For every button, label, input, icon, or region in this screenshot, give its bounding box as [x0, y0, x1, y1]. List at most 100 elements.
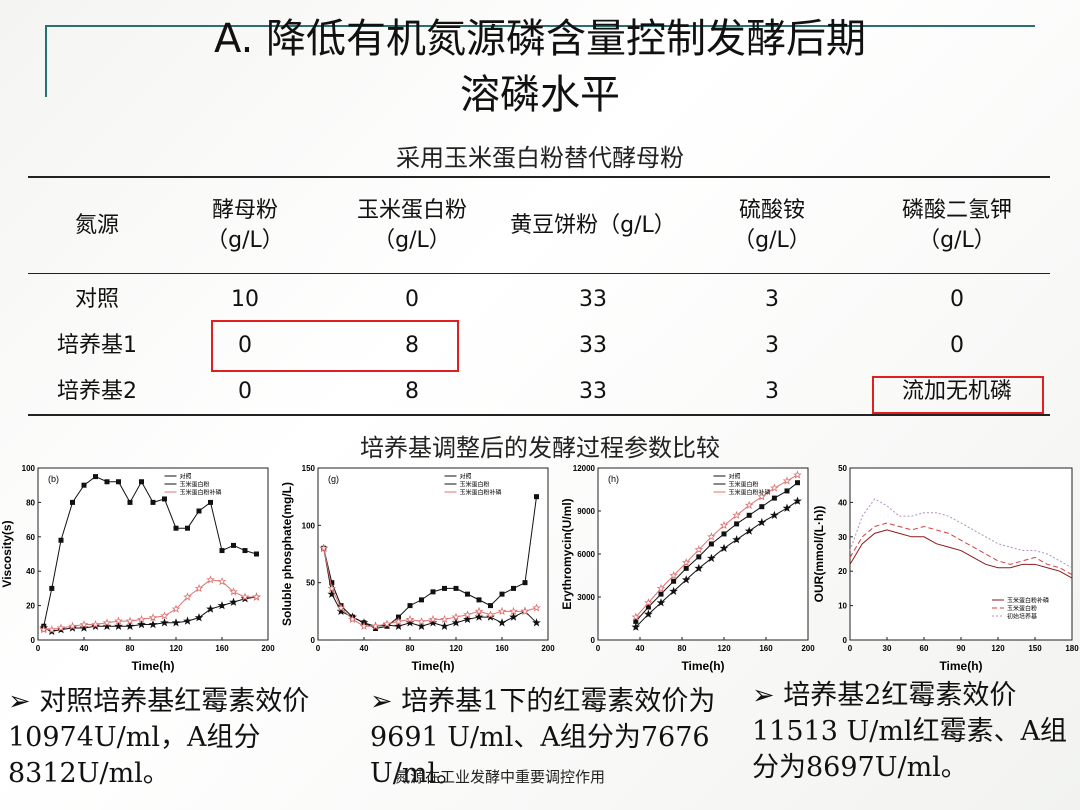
marker	[68, 621, 77, 630]
marker	[79, 623, 89, 632]
marker	[194, 583, 204, 593]
legend-label: 对照	[460, 473, 472, 481]
marker	[428, 618, 438, 627]
table-cell: 8	[405, 379, 419, 404]
marker	[171, 604, 181, 613]
marker	[694, 545, 704, 554]
marker	[509, 606, 518, 616]
marker	[520, 606, 530, 616]
table-cell: 10	[231, 287, 259, 312]
marker	[58, 537, 64, 543]
marker	[669, 586, 678, 595]
marker	[396, 614, 401, 620]
marker	[79, 619, 89, 629]
marker	[185, 525, 190, 531]
title: A. 降低有机氮源磷含量控制发酵后期	[213, 16, 867, 62]
marker	[104, 479, 110, 485]
marker	[497, 606, 507, 616]
x-axis-label: Time(h)	[131, 659, 174, 673]
x-tick-label: 120	[991, 644, 1005, 653]
marker	[644, 609, 653, 618]
bullet-text: 培养基2红霉素效价11513 U/ml红霉素、A组分为8697U/ml。	[752, 680, 1068, 783]
x-tick-label: 80	[678, 644, 687, 653]
marker	[757, 517, 767, 527]
marker	[671, 578, 677, 584]
table-cell: 8	[405, 333, 419, 358]
y-tick-label: 0	[843, 636, 848, 645]
marker	[721, 531, 727, 537]
table-cell: 流加无机磷	[901, 379, 1012, 404]
marker	[47, 625, 57, 634]
marker	[206, 575, 215, 584]
highlight-box	[872, 376, 1044, 414]
marker	[534, 494, 539, 500]
y-tick-label: 150	[302, 464, 316, 473]
x-tick-label: 0	[316, 644, 321, 653]
marker	[499, 591, 505, 597]
marker	[746, 512, 752, 518]
table-cell: 黄豆饼粉（g/L）	[510, 213, 676, 238]
marker	[319, 543, 329, 552]
marker	[633, 618, 639, 624]
legend-label: 玉米蛋白粉补磷	[729, 489, 771, 497]
marker	[476, 597, 482, 603]
marker	[442, 585, 447, 591]
marker	[707, 553, 716, 562]
table-cell: 玉米蛋白粉（g/L）	[356, 198, 467, 253]
marker	[734, 521, 740, 527]
marker	[744, 500, 754, 509]
marker	[532, 603, 541, 612]
marker	[440, 614, 449, 624]
marker	[114, 621, 123, 630]
table-cell: 磷酸二氢钾（g/L）	[901, 198, 1012, 253]
table-rule	[28, 176, 1050, 178]
marker	[645, 604, 651, 610]
marker	[229, 587, 238, 596]
marker	[150, 499, 156, 505]
x-tick-label: 200	[541, 644, 555, 653]
marker	[407, 603, 413, 609]
marker	[681, 575, 691, 584]
marker	[658, 591, 664, 597]
marker	[162, 496, 167, 502]
marker	[252, 592, 261, 601]
marker	[631, 612, 641, 621]
marker	[486, 612, 495, 621]
x-tick-label: 150	[1028, 644, 1042, 653]
marker	[430, 589, 436, 595]
marker	[793, 470, 802, 479]
table-cell: 3	[765, 287, 779, 312]
marker	[708, 541, 714, 547]
series-line	[43, 476, 257, 627]
table-cell: 0	[950, 333, 964, 358]
x-tick-label: 60	[920, 644, 929, 653]
y-tick-label: 40	[838, 498, 847, 507]
legend-label: 玉米蛋白粉补磷	[180, 489, 222, 497]
marker	[631, 622, 641, 631]
marker	[694, 563, 704, 573]
marker	[114, 616, 123, 625]
y-axis-label: Erythromycin(U/ml)	[560, 498, 574, 609]
x-tick-label: 0	[596, 644, 601, 653]
marker	[732, 535, 741, 544]
table-cell: 培养基1	[57, 333, 137, 358]
series-line	[849, 529, 1073, 579]
marker	[644, 598, 653, 607]
y-tick-label: 0	[311, 636, 316, 645]
y-tick-label: 20	[838, 567, 847, 576]
marker	[39, 625, 49, 634]
y-tick-label: 100	[22, 464, 36, 473]
series-line	[635, 474, 798, 618]
section-caption: 培养基调整后的发酵过程参数比较	[360, 434, 720, 462]
marker	[219, 548, 225, 554]
marker	[137, 619, 146, 629]
marker	[254, 551, 259, 557]
x-tick-label: 30	[883, 644, 892, 653]
marker	[681, 558, 691, 567]
y-tick-label: 0	[31, 636, 36, 645]
charts: 0 40 80 120 160 200020406080100Time(h)Viscosi…	[0, 464, 1079, 673]
highlight-box	[211, 320, 459, 372]
marker	[102, 618, 112, 627]
table-cell: 33	[579, 333, 607, 358]
